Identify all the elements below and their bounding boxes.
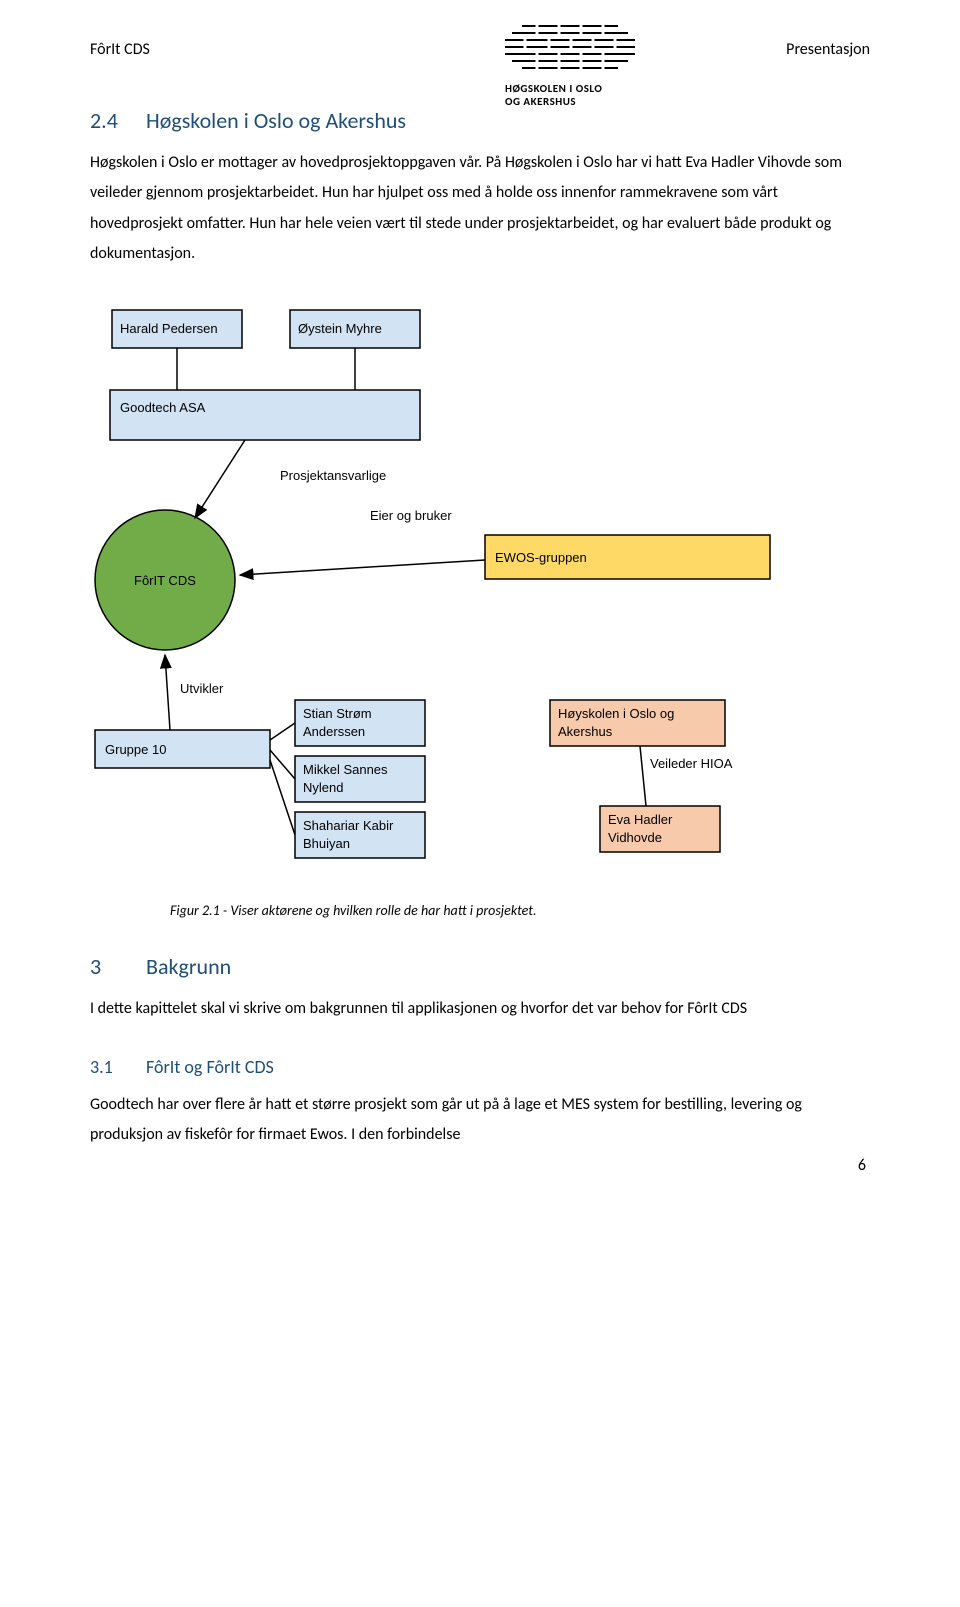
- page-number: 6: [858, 1156, 866, 1175]
- logo-text-2: OG AKERSHUS: [505, 95, 660, 108]
- paragraph-31-1: Goodtech har over flere år hatt et størr…: [90, 1090, 870, 1151]
- figure-caption: Figur 2.1 - Viser aktørene og hvilken ro…: [170, 902, 870, 919]
- node-hioa-label1: Høyskolen i Oslo og: [558, 706, 674, 721]
- heading-num: 2.4: [90, 107, 146, 134]
- label-prosjektansvarlige: Prosjektansvarlige: [280, 468, 386, 483]
- paragraph-3-1: I dette kapittelet skal vi skrive om bak…: [90, 994, 870, 1024]
- heading-3.1: 3.1FôrIt og FôrIt CDS: [90, 1056, 870, 1078]
- node-goodtech-label: Goodtech ASA: [120, 400, 206, 415]
- heading-title-31: FôrIt og FôrIt CDS: [146, 1056, 274, 1078]
- heading-2.4: 2.4Høgskolen i Oslo og Akershus: [90, 107, 870, 134]
- node-eva-label1: Eva Hadler: [608, 812, 673, 827]
- node-goodtech: [110, 390, 420, 440]
- node-oystein-label: Øystein Myhre: [298, 321, 382, 336]
- node-mikkel-label2: Nylend: [303, 780, 343, 795]
- node-hioa-label2: Akershus: [558, 724, 613, 739]
- heading-num-3: 3: [90, 953, 146, 980]
- node-stian-label1: Stian Strøm: [303, 706, 372, 721]
- node-harald-label: Harald Pedersen: [120, 321, 218, 336]
- node-shahariar-label2: Bhuiyan: [303, 836, 350, 851]
- node-ewos-label: EWOS-gruppen: [495, 550, 587, 565]
- header-right: Presentasjon: [786, 40, 870, 59]
- label-utvikler: Utvikler: [180, 681, 224, 696]
- paragraph-24-1: Høgskolen i Oslo er mottager av hovedpro…: [90, 148, 870, 270]
- node-forit-label: FôrIT CDS: [134, 573, 196, 588]
- heading-3: 3Bakgrunn: [90, 953, 870, 980]
- node-mikkel-label1: Mikkel Sannes: [303, 762, 388, 777]
- node-eva-label2: Vidhovde: [608, 830, 662, 845]
- heading-num-31: 3.1: [90, 1056, 146, 1078]
- header-left: FôrIt CDS: [90, 40, 150, 59]
- node-stian-label2: Anderssen: [303, 724, 365, 739]
- logo-text-1: HØGSKOLEN I OSLO: [505, 82, 660, 95]
- heading-title: Høgskolen i Oslo og Akershus: [146, 107, 406, 134]
- logo-graphic: [505, 20, 635, 78]
- heading-title-3: Bakgrunn: [146, 953, 231, 980]
- label-eier-bruker: Eier og bruker: [370, 508, 452, 523]
- label-veileder: Veileder HIOA: [650, 756, 733, 771]
- node-shahariar-label1: Shahariar Kabir: [303, 818, 394, 833]
- figure-2.1: Harald Pedersen Øystein Myhre Goodtech A…: [90, 300, 870, 880]
- institution-logo: HØGSKOLEN I OSLO OG AKERSHUS: [480, 20, 660, 108]
- node-gruppe10-label: Gruppe 10: [105, 742, 166, 757]
